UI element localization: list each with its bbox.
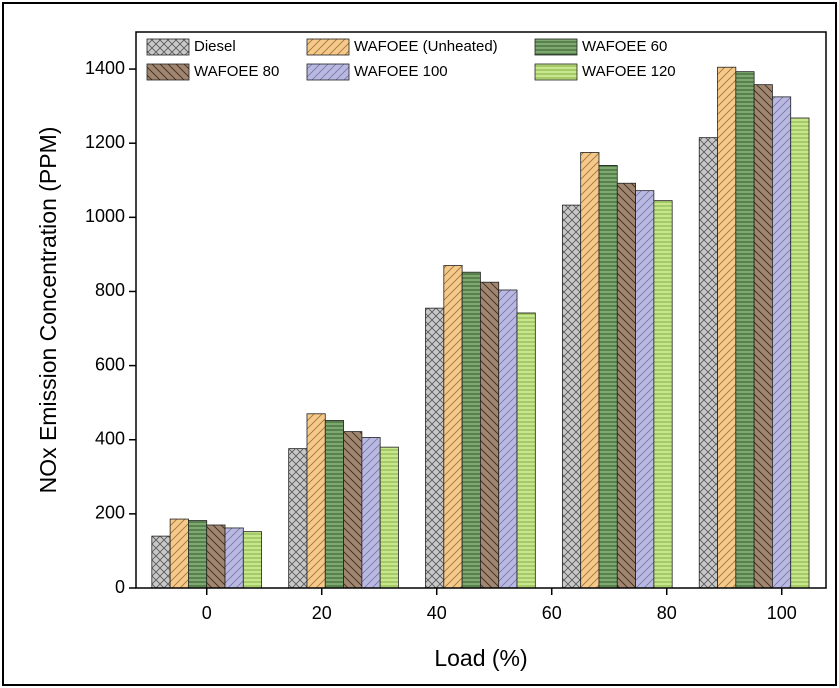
bar — [288, 448, 308, 589]
y-tick-label: 1200 — [85, 132, 125, 152]
bar — [790, 117, 810, 589]
bar — [169, 518, 189, 589]
y-tick-label: 1400 — [85, 58, 125, 78]
x-axis-title: Load (%) — [434, 645, 527, 671]
legend-swatch — [306, 38, 350, 56]
bar — [206, 524, 226, 589]
bar — [717, 66, 737, 589]
y-tick-label: 1000 — [85, 206, 125, 226]
bar — [653, 200, 673, 589]
y-axis-title: NOx Emission Concentration (PPM) — [35, 127, 61, 494]
bar — [224, 527, 244, 589]
y-tick-label: 800 — [95, 280, 125, 300]
legend-item: WAFOEE 80 — [146, 63, 279, 81]
y-tick-label: 200 — [95, 503, 125, 523]
legend-label: Diesel — [194, 38, 236, 55]
legend-swatch — [534, 63, 578, 81]
x-tick-label: 60 — [542, 603, 562, 623]
bar — [735, 71, 755, 589]
bar — [151, 535, 171, 589]
bar — [188, 520, 208, 589]
y-tick-label: 600 — [95, 354, 125, 374]
legend-item: WAFOEE (Unheated) — [306, 38, 498, 56]
bar — [698, 137, 718, 589]
legend-swatch — [146, 38, 190, 56]
bar — [425, 307, 445, 589]
legend-label: WAFOEE (Unheated) — [354, 38, 498, 55]
x-tick-label: 80 — [657, 603, 677, 623]
x-tick-label: 0 — [202, 603, 212, 623]
bar — [324, 420, 344, 589]
bar — [480, 281, 500, 589]
plot-frame — [135, 31, 827, 589]
bar — [242, 531, 263, 589]
bar — [561, 204, 582, 589]
legend-swatch — [306, 63, 350, 81]
bar — [343, 431, 363, 589]
legend-label: WAFOEE 100 — [354, 63, 448, 80]
legend-item: WAFOEE 120 — [534, 63, 676, 81]
legend-swatch — [534, 38, 578, 56]
legend-swatch — [146, 63, 190, 81]
bar — [635, 190, 655, 589]
bar — [379, 446, 399, 589]
bar — [753, 84, 773, 589]
bar — [306, 413, 326, 589]
bar — [598, 165, 618, 589]
legend-item: WAFOEE 100 — [306, 63, 448, 81]
legend-label: WAFOEE 80 — [194, 63, 279, 80]
legend-item: Diesel — [146, 38, 236, 56]
y-tick-label: 400 — [95, 428, 125, 448]
bar — [580, 152, 600, 589]
legend-label: WAFOEE 120 — [582, 63, 676, 80]
x-tick-label: 100 — [767, 603, 797, 623]
legend-label: WAFOEE 60 — [582, 38, 667, 55]
legend-item: WAFOEE 60 — [534, 38, 667, 56]
bar — [516, 312, 536, 589]
x-tick-label: 20 — [312, 603, 332, 623]
bar — [772, 96, 792, 589]
bar — [461, 271, 481, 589]
y-tick-label: 0 — [115, 577, 125, 597]
bar — [616, 182, 636, 589]
x-tick-label: 40 — [427, 603, 447, 623]
bar — [443, 265, 463, 589]
bar — [361, 437, 381, 589]
bar — [498, 289, 518, 589]
